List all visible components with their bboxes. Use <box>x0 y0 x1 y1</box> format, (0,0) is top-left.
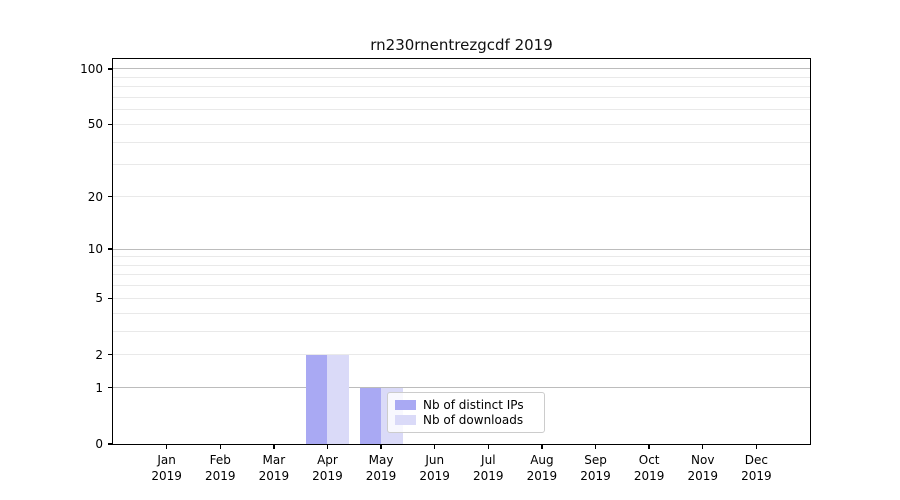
gridline-minor-40 <box>113 141 810 143</box>
y-tick-mark-20 <box>108 195 113 198</box>
gridline-minor-2 <box>113 354 810 356</box>
x-tick-label-dec: Dec 2019 <box>741 453 772 483</box>
gridline-minor-5 <box>113 297 810 299</box>
y-tick-mark-5 <box>108 297 113 300</box>
y-tick-mark-2 <box>108 353 113 356</box>
x-tick-mark-jul <box>487 444 489 449</box>
chart-title: rn230rnentrezgcdf 2019 <box>370 36 553 54</box>
gridline-minor-3 <box>113 330 810 332</box>
x-tick-label-feb: Feb 2019 <box>204 453 236 483</box>
gridline-minor-30 <box>113 164 810 166</box>
x-tick-label-mar: Mar 2019 <box>258 453 290 483</box>
y-tick-label-100: 100 <box>80 61 103 76</box>
gridline-minor-70 <box>113 96 810 98</box>
bar-nb-of-distinct-ips-may <box>359 387 382 444</box>
x-tick-mark-oct <box>648 444 650 449</box>
x-tick-label-may: May 2019 <box>365 453 397 483</box>
y-tick-label-1: 1 <box>95 380 103 395</box>
x-tick-mark-dec <box>755 444 758 449</box>
distinct-ips-swatch <box>395 399 416 410</box>
gridline-minor-80 <box>113 86 810 88</box>
gridline-minor-6 <box>113 285 810 287</box>
legend-label-downloads: Nb of downloads <box>423 413 524 428</box>
legend-item-distinct-ips: Nb of distinct IPs <box>395 398 537 412</box>
x-tick-mark-jan <box>165 444 168 449</box>
y-tick-mark-0 <box>108 443 113 445</box>
y-tick-label-5: 5 <box>95 291 103 306</box>
x-tick-mark-aug <box>541 444 543 449</box>
x-tick-mark-feb <box>219 444 221 449</box>
axes-frame <box>111 57 811 445</box>
x-tick-label-apr: Apr 2019 <box>312 453 343 483</box>
x-tick-label-jan: Jan 2019 <box>151 453 182 483</box>
x-tick-label-aug: Aug 2019 <box>526 453 558 483</box>
x-tick-mark-mar <box>273 444 275 449</box>
x-tick-mark-nov <box>702 444 704 449</box>
bar-nb-of-downloads-apr <box>327 354 349 444</box>
gridline-minor-60 <box>113 109 810 111</box>
x-tick-mark-may <box>380 444 382 449</box>
gridline-minor-9 <box>113 256 810 258</box>
gridline-minor-8 <box>113 264 810 266</box>
x-tick-label-sep: Sep 2019 <box>580 453 611 483</box>
y-tick-mark-100 <box>108 68 113 70</box>
x-tick-mark-sep <box>594 444 597 449</box>
gridline-minor-50 <box>113 123 810 125</box>
bar-nb-of-distinct-ips-apr <box>305 354 328 444</box>
gridline-minor-7 <box>113 274 810 276</box>
y-tick-label-20: 20 <box>87 189 103 204</box>
legend: Nb of distinct IPs Nb of downloads <box>387 392 545 433</box>
downloads-swatch <box>395 415 416 426</box>
x-tick-label-nov: Nov 2019 <box>687 453 719 483</box>
gridline-minor-90 <box>113 76 810 78</box>
x-tick-label-jun: Jun 2019 <box>419 453 450 483</box>
y-tick-mark-1 <box>108 386 113 389</box>
x-tick-label-oct: Oct 2019 <box>633 453 665 483</box>
gridline-major-1 <box>113 387 810 389</box>
x-tick-mark-jun <box>433 444 436 449</box>
gridline-minor-20 <box>113 196 810 197</box>
x-tick-label-jul: Jul 2019 <box>473 453 504 483</box>
y-tick-mark-50 <box>108 123 113 126</box>
y-tick-label-2: 2 <box>95 347 103 362</box>
legend-item-downloads: Nb of downloads <box>395 413 537 427</box>
gridline-minor-4 <box>113 312 810 314</box>
y-tick-label-0: 0 <box>95 437 103 451</box>
plot-area <box>113 59 810 444</box>
x-tick-mark-apr <box>326 444 329 449</box>
gridline-major-10 <box>113 248 810 250</box>
y-tick-mark-10 <box>108 248 113 250</box>
y-tick-label-10: 10 <box>87 242 103 257</box>
y-tick-label-50: 50 <box>87 117 103 132</box>
legend-label-distinct-ips: Nb of distinct IPs <box>423 397 524 412</box>
gridline-major-100 <box>113 68 810 70</box>
